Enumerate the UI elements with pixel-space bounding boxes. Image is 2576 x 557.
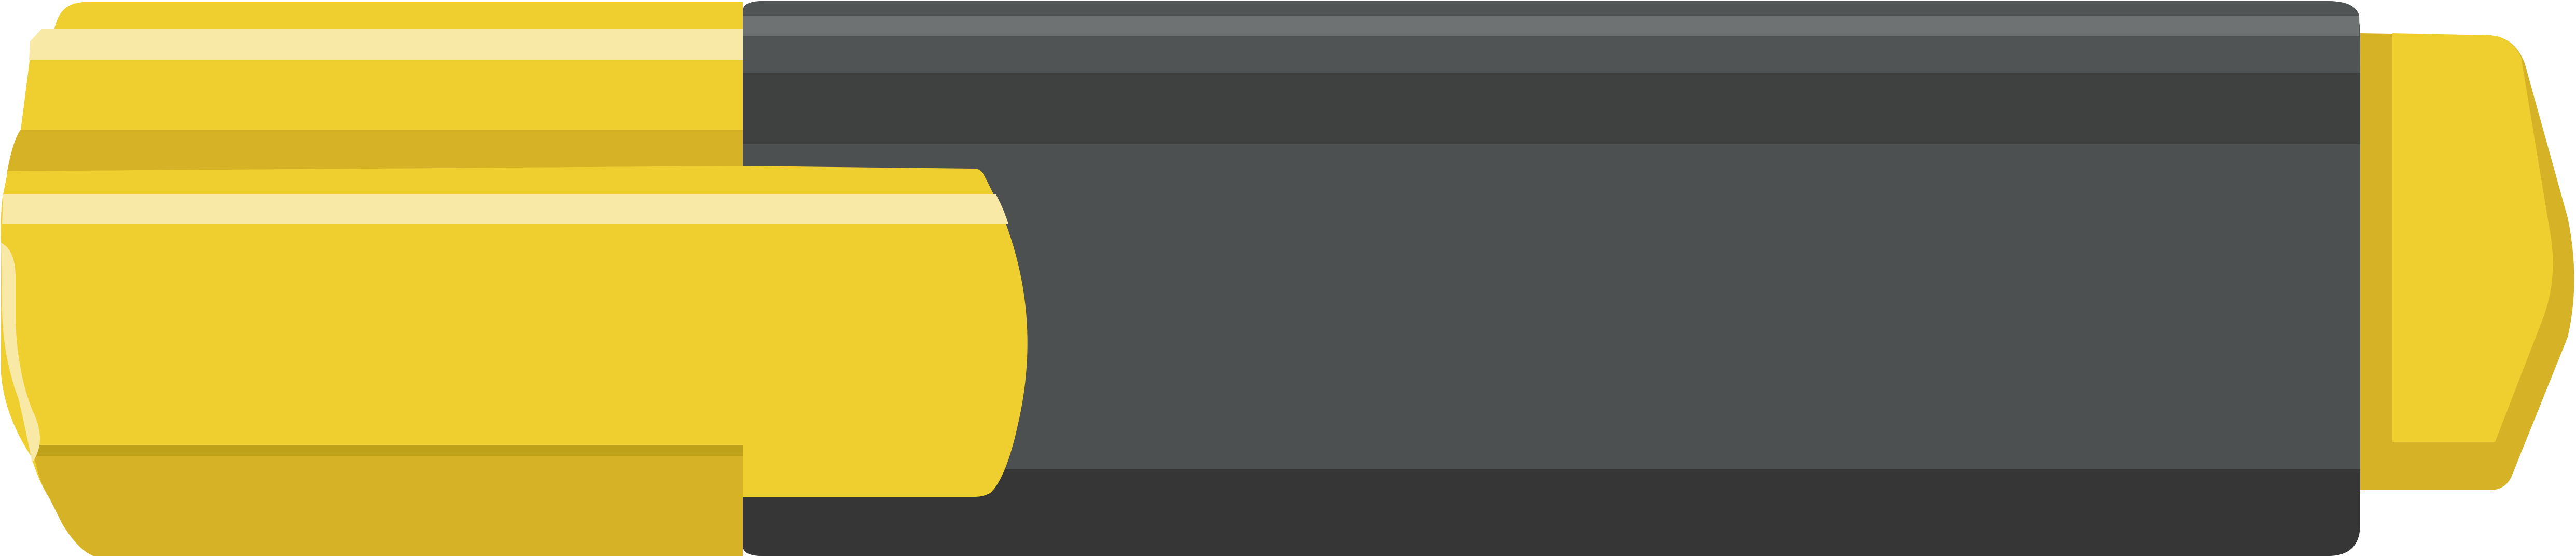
cap-top-highlight	[41, 29, 743, 60]
cap-lower-edge-line	[32, 443, 743, 456]
cap-lower-shadow	[34, 455, 743, 556]
cap-top-highlight-round	[29, 29, 41, 60]
barrel-top-strip	[743, 1, 2360, 73]
marker-clip	[1, 166, 1028, 497]
cap-upper-shadow	[7, 130, 743, 171]
marker-end-cap	[2360, 33, 2574, 490]
barrel-top-highlight	[743, 16, 2359, 36]
clip-highlight-band	[2, 194, 1008, 224]
clip-left-body	[3, 166, 743, 445]
clip-body	[743, 166, 1028, 497]
marker-barrel	[743, 1, 2360, 556]
barrel-bottom-band	[743, 469, 2360, 556]
barrel-upper-band	[743, 73, 2360, 144]
clip-left-edge-highlight	[1, 243, 40, 463]
end-cap-face	[2392, 33, 2553, 442]
